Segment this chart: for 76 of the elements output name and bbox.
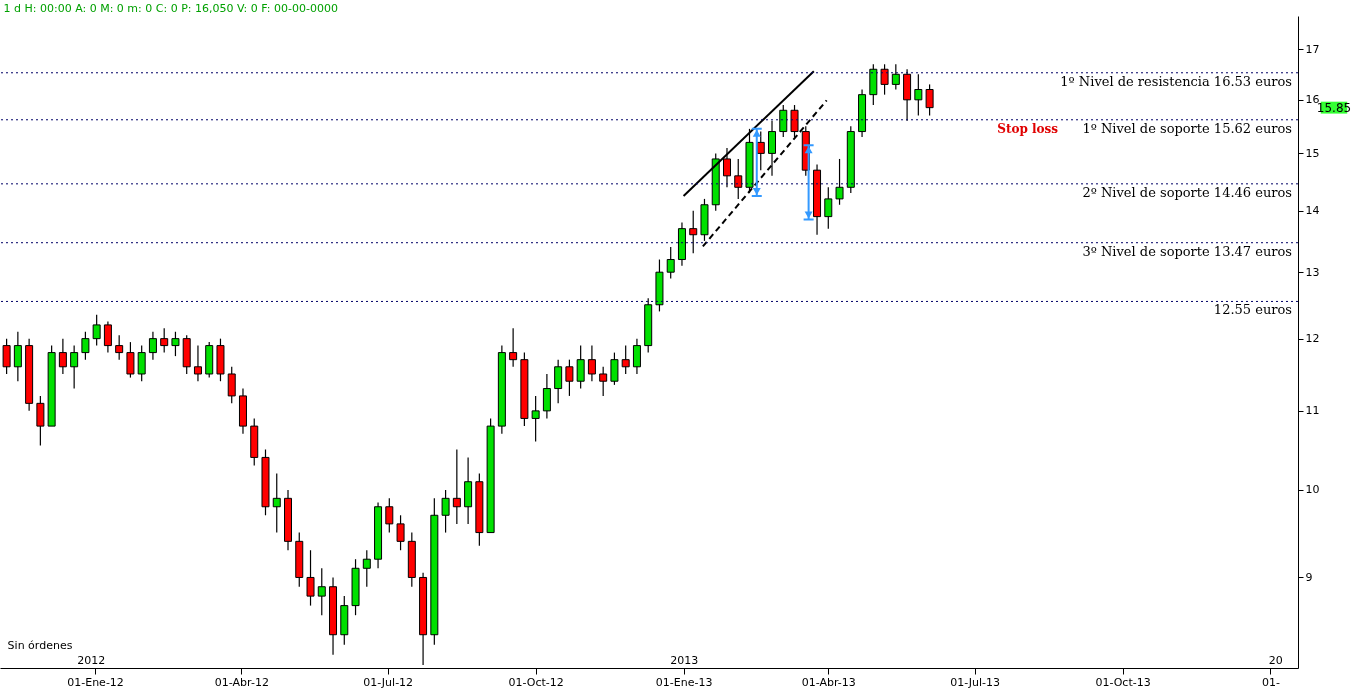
x-tick-label: 01-Jul-12 (363, 675, 414, 689)
candlestick (317, 567, 326, 616)
candlestick (171, 331, 180, 357)
x-tick-label: 01-Abr-13 (801, 675, 856, 689)
ref-line-label: 1º Nivel de soporte 15.62 euros (1082, 120, 1292, 136)
candlestick (835, 158, 844, 206)
y-tick-label: 15 (1305, 146, 1320, 160)
candlestick (542, 373, 551, 420)
candlestick (632, 338, 641, 375)
y-tick-label: 12 (1305, 332, 1320, 346)
candlestick (306, 549, 315, 607)
candlestick (58, 338, 67, 375)
candlestick (2, 338, 11, 375)
annotation: Stop loss (997, 121, 1059, 136)
candlestick (914, 73, 923, 117)
candlestick (790, 104, 799, 138)
x-tick-label: 01-Ene-13 (655, 675, 713, 689)
candlestick (452, 448, 461, 525)
candlestick (565, 359, 574, 397)
candlestick (137, 344, 146, 382)
chart-title: 1 d H: 00:00 A: 0 M: 0 m: 0 C: 0 P: 16,050 V: 0 F: 00-00-0000 (3, 2, 338, 15)
candlestick (272, 472, 281, 534)
ref-line-label: 1º Nivel de resistencia 16.53 euros (1060, 73, 1292, 89)
x-tick-label: 01- (1262, 675, 1280, 689)
candlestick (385, 497, 394, 534)
candlestick (160, 327, 169, 354)
candlestick (666, 246, 675, 280)
candlestick (92, 314, 101, 347)
x-tick-label: 01-Jul-13 (950, 675, 1001, 689)
x2-tick-label: 20 (1268, 653, 1283, 667)
candlestick (441, 489, 450, 534)
candlestick (193, 344, 202, 382)
candlestick (509, 327, 518, 368)
candlestick (587, 344, 596, 382)
candlestick (531, 395, 540, 443)
x-tick-label: 01-Oct-12 (508, 675, 564, 689)
y-tick-label: 9 (1305, 570, 1313, 584)
annotation: Sin órdenes (7, 639, 73, 652)
candlestick (891, 63, 900, 91)
candlestick (768, 120, 777, 177)
candlestick (81, 331, 90, 361)
candlestick (13, 331, 22, 382)
y-tick-label: 17 (1305, 43, 1320, 56)
candlestick (734, 158, 743, 200)
candlestick (227, 366, 236, 404)
candlestick (779, 104, 788, 138)
x2-tick-label: 2012 (77, 653, 106, 667)
x-tick-label: 01-Abr-12 (214, 675, 269, 689)
candlestick (722, 147, 731, 188)
candlestick (362, 549, 371, 588)
candlestick (621, 344, 630, 375)
candlestick (689, 210, 698, 254)
candlestick (925, 83, 934, 117)
y-tick-label: 11 (1305, 404, 1320, 418)
ref-line-label: 3º Nivel de soporte 13.47 euros (1082, 243, 1292, 259)
ref-line-label: 12.55 euros (1213, 302, 1292, 318)
candlestick (126, 341, 135, 379)
candlestick (70, 344, 79, 390)
candlestick (148, 331, 157, 361)
candlestick (554, 359, 563, 404)
candlestick (103, 320, 112, 354)
candlestick (396, 514, 405, 551)
y-tick-label: 13 (1305, 265, 1320, 279)
y-tick-label: 10 (1305, 483, 1320, 497)
ref-line-label: 2º Nivel de soporte 14.46 euros (1082, 184, 1292, 200)
candlestick (610, 351, 619, 386)
x-tick-label: 01-Ene-12 (67, 675, 124, 689)
candlestick (115, 334, 124, 361)
candlestick (824, 186, 833, 230)
candlestick (599, 366, 608, 397)
y-tick-label: 14 (1305, 204, 1320, 218)
candlestick (36, 395, 45, 447)
x2-tick-label: 2013 (670, 653, 699, 667)
x-tick-label: 01-Oct-13 (1095, 675, 1151, 689)
candlestick (880, 63, 889, 96)
candlestick (576, 344, 585, 390)
